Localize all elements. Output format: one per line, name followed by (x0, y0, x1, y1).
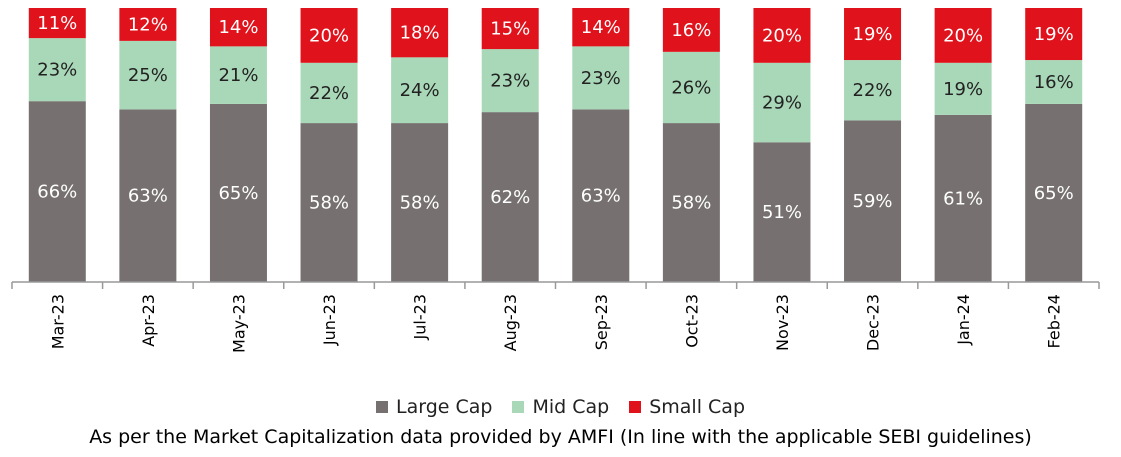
bar-large-cap-apr-23 (119, 109, 177, 282)
legend-item-small-cap: Small Cap (629, 396, 745, 418)
data-label-mid-cap-jun-23: 22% (309, 83, 349, 104)
data-label-small-cap-sep-23: 14% (581, 17, 621, 38)
x-tick-label-sep-23: Sep-23 (592, 294, 611, 350)
data-label-small-cap-may-23: 14% (218, 17, 258, 38)
bar-mid-cap-apr-23 (119, 40, 177, 110)
bar-large-cap-jun-23 (300, 123, 358, 282)
data-label-large-cap-mar-23: 66% (37, 182, 77, 203)
legend-swatch-large-cap (376, 401, 388, 413)
bar-small-cap-aug-23 (481, 8, 539, 50)
bar-small-cap-nov-23 (753, 8, 811, 63)
x-axis (11, 281, 1100, 289)
x-tick-label-jun-23: Jun-23 (320, 294, 339, 346)
data-label-mid-cap-may-23: 21% (218, 65, 258, 86)
x-tick-label-oct-23: Oct-23 (682, 294, 701, 348)
bar-small-cap-jun-23 (300, 8, 358, 63)
bar-large-cap-feb-24 (1025, 103, 1083, 283)
data-label-mid-cap-mar-23: 23% (37, 60, 77, 81)
legend-item-mid-cap: Mid Cap (512, 396, 609, 418)
data-label-small-cap-nov-23: 20% (762, 25, 802, 46)
data-label-mid-cap-dec-23: 22% (853, 80, 893, 101)
legend-label-mid-cap: Mid Cap (532, 396, 610, 418)
data-label-small-cap-mar-23: 11% (37, 13, 77, 34)
x-tick-label-mar-23: Mar-23 (48, 294, 67, 349)
bar-mid-cap-sep-23 (572, 46, 630, 110)
bar-large-cap-oct-23 (662, 123, 720, 282)
data-label-large-cap-apr-23: 63% (128, 186, 168, 207)
bar-large-cap-jul-23 (391, 123, 449, 282)
bar-mid-cap-nov-23 (753, 62, 811, 143)
x-tick-labels: Mar-23 Apr-23 May-23 Jun-23 Jul-23 Aug-23 Sep-… (48, 294, 1063, 353)
bar-mid-cap-mar-23 (28, 38, 86, 102)
data-label-mid-cap-sep-23: 23% (581, 68, 621, 89)
data-label-mid-cap-jul-23: 24% (400, 80, 440, 101)
stacked-bar-chart: 66% 23% 11% 63% 25% 12% 65% 21% 14% 58% 22% 20% 58% 2… (11, 8, 1100, 353)
bar-large-cap-mar-23 (28, 101, 86, 282)
data-label-mid-cap-feb-24: 16% (1034, 72, 1074, 93)
bar-large-cap-aug-23 (481, 112, 539, 283)
x-tick-label-nov-23: Nov-23 (773, 294, 792, 351)
bar-large-cap-may-23 (209, 103, 267, 283)
bar-mid-cap-oct-23 (662, 51, 720, 124)
bar-large-cap-jan-24 (934, 114, 992, 282)
bars-group: 66% 23% 11% 63% 25% 12% 65% 21% 14% 58% 22% 20% 58% 2… (28, 8, 1083, 283)
x-tick-label-aug-23: Aug-23 (501, 294, 520, 351)
legend-swatch-mid-cap (512, 401, 525, 413)
bar-mid-cap-dec-23 (844, 60, 902, 121)
data-label-small-cap-jan-24: 20% (943, 25, 983, 46)
x-tick-label-jan-24: Jan-24 (954, 294, 973, 346)
bar-small-cap-mar-23 (28, 8, 86, 39)
x-tick-label-jul-23: Jul-23 (411, 294, 430, 340)
bar-small-cap-oct-23 (662, 8, 720, 52)
data-label-large-cap-dec-23: 59% (853, 191, 893, 212)
data-label-large-cap-jul-23: 58% (400, 193, 440, 214)
x-tick-label-dec-23: Dec-23 (864, 294, 883, 351)
bar-mid-cap-feb-24 (1025, 60, 1083, 104)
data-label-large-cap-feb-24: 65% (1034, 183, 1074, 204)
data-label-small-cap-feb-24: 19% (1034, 24, 1074, 45)
bar-small-cap-jan-24 (934, 8, 992, 63)
bar-mid-cap-jan-24 (934, 62, 992, 115)
bar-small-cap-jul-23 (391, 8, 449, 58)
x-tick-label-apr-23: Apr-23 (139, 294, 158, 347)
bar-small-cap-sep-23 (572, 8, 630, 47)
data-label-mid-cap-apr-23: 25% (128, 65, 168, 86)
data-label-mid-cap-nov-23: 29% (762, 93, 802, 114)
bar-mid-cap-aug-23 (481, 49, 539, 113)
x-tick-label-feb-24: Feb-24 (1045, 294, 1064, 348)
bar-large-cap-nov-23 (753, 142, 811, 282)
footnote: As per the Market Capitalization data pr… (89, 426, 1032, 448)
bar-mid-cap-jul-23 (391, 57, 449, 124)
data-label-large-cap-oct-23: 58% (671, 193, 711, 214)
legend-item-large-cap: Large Cap (376, 396, 492, 418)
bar-large-cap-sep-23 (572, 109, 630, 282)
bar-mid-cap-jun-23 (300, 62, 358, 124)
data-label-small-cap-aug-23: 15% (490, 19, 530, 40)
data-label-large-cap-nov-23: 51% (762, 202, 802, 223)
data-label-large-cap-may-23: 65% (218, 183, 258, 204)
data-label-small-cap-dec-23: 19% (853, 24, 893, 45)
data-label-large-cap-jun-23: 58% (309, 193, 349, 214)
bar-small-cap-apr-23 (119, 8, 177, 41)
legend-label-small-cap: Small Cap (649, 396, 745, 418)
data-label-small-cap-oct-23: 16% (671, 20, 711, 41)
legend-swatch-small-cap (629, 401, 642, 413)
data-label-mid-cap-aug-23: 23% (490, 71, 530, 92)
bar-large-cap-dec-23 (844, 120, 902, 282)
bar-small-cap-may-23 (209, 8, 267, 47)
data-label-small-cap-jun-23: 20% (309, 25, 349, 46)
x-tick-label-may-23: May-23 (229, 294, 248, 353)
data-label-large-cap-aug-23: 62% (490, 187, 530, 208)
data-label-small-cap-jul-23: 18% (400, 23, 440, 44)
legend-label-large-cap: Large Cap (396, 396, 493, 418)
legend: Large Cap Mid Cap Small Cap (0, 394, 1121, 420)
data-label-large-cap-jan-24: 61% (943, 188, 983, 209)
data-label-mid-cap-jan-24: 19% (943, 79, 983, 100)
data-label-large-cap-sep-23: 63% (581, 186, 621, 207)
bar-small-cap-dec-23 (844, 8, 902, 61)
bar-mid-cap-may-23 (209, 46, 267, 104)
bar-small-cap-feb-24 (1025, 8, 1083, 61)
data-label-mid-cap-oct-23: 26% (671, 77, 711, 98)
data-label-small-cap-apr-23: 12% (128, 14, 168, 35)
